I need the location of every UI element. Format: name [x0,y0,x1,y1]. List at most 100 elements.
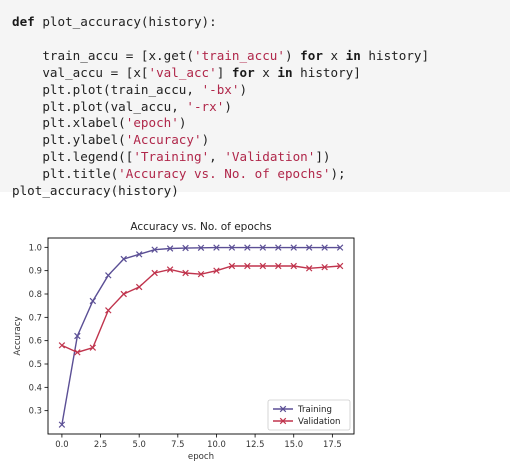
code-text: x [322,47,346,63]
code-text: train_accu = [x.get( [12,47,194,63]
code-text: plt.title( [12,166,119,182]
code-text: history] [360,47,430,63]
chart-title: Accuracy vs. No. of epochs [130,221,271,233]
x-tick-label: 2.5 [94,439,107,449]
legend-marker-training [279,405,287,413]
training-point [135,251,143,258]
series-layer [58,244,344,428]
code-string: '-rx' [186,98,225,114]
training-point [105,272,112,279]
accuracy-chart: Accuracy vs. No. of epochs 0.0 2.5 5.0 7.5 1… [13,221,355,462]
y-tick-label: 0.5 [29,359,42,369]
validation-point [151,269,158,277]
training-point [228,244,236,251]
validation-point [213,267,220,274]
validation-point [197,270,205,278]
x-axis: 0.0 2.5 5.0 7.5 10.0 12.5 15.0 17.5 [55,434,342,449]
validation-point [336,262,344,270]
x-tick-label: 7.5 [171,439,184,449]
training-point [259,244,267,251]
y-tick-label: 0.7 [29,312,42,322]
x-tick-label: 5.0 [133,439,146,449]
training-point [321,244,328,251]
training-point [58,421,66,428]
validation-point [305,265,313,272]
code-string: 'epoch' [125,115,179,131]
code-cell[interactable]: def plot_accuracy(history): train_accu =… [0,0,510,198]
code-text: plt.plot(train_accu, [12,81,202,97]
y-axis: 0.3 0.4 0.5 0.6 0.7 0.8 0.9 1.0 [29,242,48,416]
code-text: val_accu = [x[ [12,64,149,80]
validation-point [58,342,66,349]
code-keyword: in [345,47,361,63]
training-point [151,246,158,253]
code-text: plt.legend([ [12,149,134,165]
code-text: plot_accuracy(history): [34,14,217,29]
validation-point [275,262,282,270]
training-point [244,244,251,251]
code-text: plt.xlabel( [12,115,126,131]
training-point [305,244,313,251]
code-keyword: for [231,64,255,80]
validation-point [135,283,143,291]
y-tick-label: 1.0 [29,242,42,252]
validation-point [74,349,81,356]
validation-point [105,307,112,314]
x-tick-label: 17.5 [323,439,342,449]
x-tick-label: 15.0 [284,439,303,449]
validation-point [228,262,236,270]
chart-legend: Training Validation [267,399,351,431]
code-string: 'Accuracy' [125,132,202,148]
validation-point [120,290,127,298]
code-string: 'val_acc' [148,64,217,80]
validation-point [290,262,297,270]
legend-box [267,399,351,431]
code-text: ) [224,98,232,114]
code-keyword: in [277,64,293,80]
code-keyword: for [300,47,323,63]
code-editor[interactable]: def plot_accuracy(history): train_accu =… [12,14,429,200]
legend-label-training: Training [297,405,332,415]
code-keyword: def [12,14,35,29]
y-tick-label: 0.8 [29,289,42,299]
legend-label-validation: Validation [298,417,340,427]
y-tick-label: 0.3 [29,406,42,416]
x-tick-label: 12.5 [246,439,265,449]
y-axis-label: Accuracy [13,316,23,355]
code-string: 'Validation' [224,149,316,165]
code-text: plt.ylabel( [12,132,126,148]
training-point [166,245,174,252]
validation-point [259,262,267,270]
training-point [120,255,127,263]
x-tick-label: 0.0 [55,439,68,449]
training-point [290,244,297,251]
code-text: plot_accuracy(history) [12,183,179,199]
training-point [197,244,205,252]
y-tick-label: 0.6 [29,336,42,346]
code-text: , [209,149,225,165]
validation-point [89,344,97,351]
training-point [74,332,81,340]
validation-line [61,265,341,354]
training-point [89,297,97,305]
training-point [182,244,189,252]
x-tick-label: 10.0 [207,439,226,449]
y-tick-label: 0.4 [29,382,42,392]
code-text: ]) [315,149,331,165]
code-text: ); [330,166,346,182]
code-text: ) [178,115,187,131]
code-text: ) [239,81,248,97]
code-string: '-bx' [201,81,240,97]
code-text: ] [216,64,232,80]
plot-frame [47,237,355,435]
validation-point [321,263,328,271]
code-text: x [254,64,278,80]
code-text: ) [201,132,210,148]
code-text: history] [292,64,361,80]
output-area: Accuracy vs. No. of epochs 0.0 2.5 5.0 7.5 1… [0,214,360,470]
training-point [213,244,220,251]
code-string: 'train_accu' [193,47,285,63]
y-tick-label: 0.9 [29,266,42,276]
x-axis-label: epoch [188,452,214,462]
code-string: 'Training' [133,149,210,165]
